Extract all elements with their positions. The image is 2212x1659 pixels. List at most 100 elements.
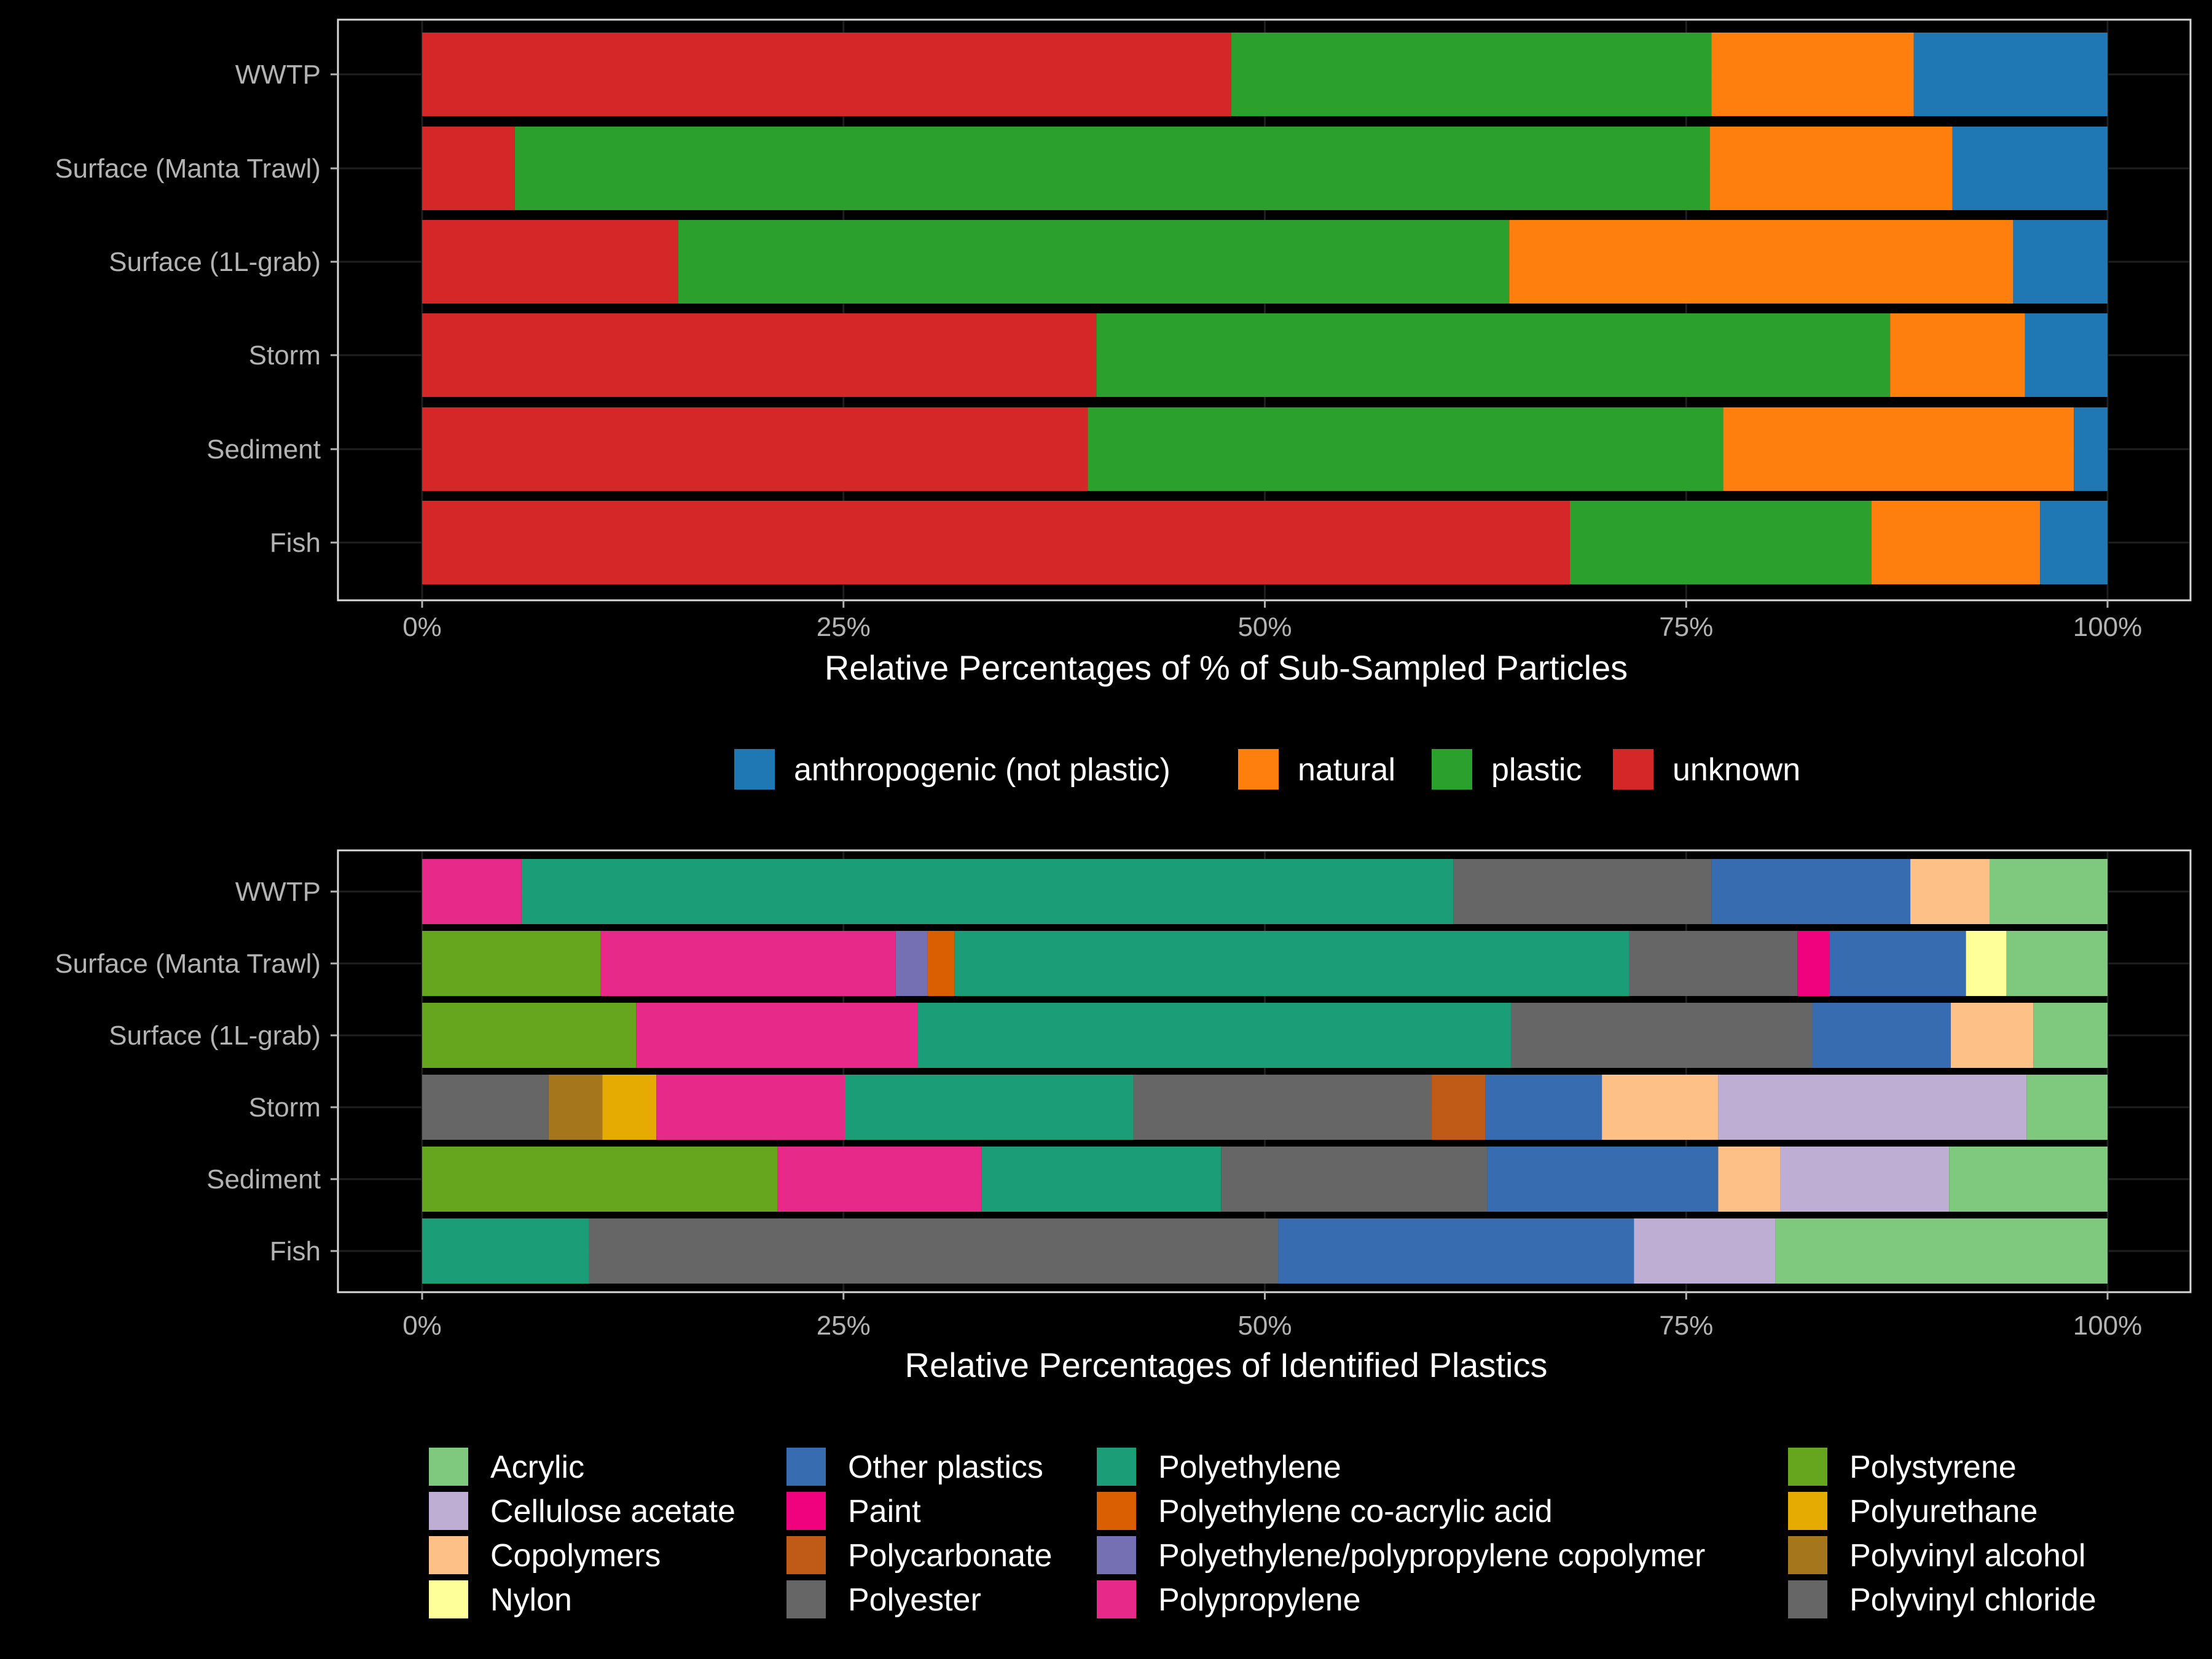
y-tick-label: Fish: [270, 528, 321, 558]
bar-natural-storm: [1890, 313, 2025, 397]
bar-polyester-surface-1l-grab: [1510, 1003, 1813, 1068]
bar-cellulose-acetate-storm: [1718, 1075, 2027, 1140]
bar-unknown-fish: [422, 501, 1570, 584]
bar-paint-surface-manta-trawl: [1797, 931, 1830, 996]
bar-other-plastics-surface-1l-grab: [1812, 1003, 1951, 1068]
legend-swatch-unknown: [1613, 749, 1653, 790]
bar-unknown-storm: [422, 313, 1097, 397]
legend-swatch-anthropogenic-not-plastic: [734, 749, 775, 790]
legend-label-acrylic: Acrylic: [490, 1449, 584, 1485]
bar-cellulose-acetate-fish: [1634, 1218, 1776, 1284]
legend-label-polyethylene-co-acrylic-acid: Polyethylene co-acrylic acid: [1158, 1494, 1553, 1529]
bar-nylon-surface-manta-trawl: [1966, 931, 2007, 996]
x-tick-label: 50%: [1237, 1311, 1292, 1341]
bar-polyethylene-co-acrylic-acid-surface-manta-trawl: [927, 931, 955, 996]
legend-swatch-polypropylene: [1097, 1580, 1136, 1618]
bar-anthropogenic-not-plastic-surface-manta-trawl: [1952, 127, 2108, 210]
bar-polystyrene-sediment: [422, 1147, 778, 1212]
bar-anthropogenic-not-plastic-wwtp: [1913, 33, 2108, 116]
legend-swatch-polyester: [786, 1580, 826, 1618]
x-tick-label: 25%: [817, 1311, 871, 1341]
legend-label-nylon: Nylon: [490, 1582, 572, 1618]
y-tick-label: WWTP: [235, 877, 321, 907]
legend: Acrylic Cellulose acetate Copolymers Nylon O…: [429, 1448, 2096, 1618]
y-tick-label: Storm: [249, 340, 321, 371]
bar-polyethylene-surface-manta-trawl: [954, 931, 1629, 996]
x-tick-label: 100%: [2073, 1311, 2143, 1341]
legend-swatch-polyethylene-co-acrylic-acid: [1097, 1492, 1136, 1530]
bar-polypropylene-surface-manta-trawl: [600, 931, 896, 996]
bar-polyurethane-storm: [602, 1075, 657, 1140]
bar-copolymers-surface-1l-grab: [1950, 1003, 2034, 1068]
legend-label-anthropogenic-not-plastic: anthropogenic (not plastic): [794, 752, 1171, 788]
legend-label-polypropylene: Polypropylene: [1158, 1582, 1361, 1618]
legend-label-polyethylene-polypropylene-copolymer: Polyethylene/polypropylene copolymer: [1158, 1538, 1705, 1574]
bar-plastic-fish: [1569, 501, 1872, 584]
bar-other-plastics-fish: [1278, 1218, 1634, 1284]
bar-polypropylene-wwtp: [422, 859, 522, 924]
bar-polystyrene-surface-1l-grab: [422, 1003, 637, 1068]
bar-polystyrene-surface-manta-trawl: [422, 931, 601, 996]
bar-copolymers-storm: [1602, 1075, 1719, 1140]
legend-swatch-polyurethane: [1788, 1492, 1827, 1530]
legend-label-unknown: unknown: [1673, 752, 1800, 788]
bar-other-plastics-sediment: [1487, 1147, 1719, 1212]
legend-swatch-paint: [786, 1492, 826, 1530]
bar-polypropylene-surface-1l-grab: [636, 1003, 918, 1068]
bar-copolymers-wwtp: [1910, 859, 1990, 924]
legend-label-polyurethane: Polyurethane: [1849, 1494, 2037, 1529]
legend: anthropogenic (not plastic) natural plasti…: [734, 749, 1800, 790]
bar-polypropylene-sediment: [777, 1147, 982, 1212]
x-tick-label: 100%: [2073, 612, 2143, 642]
bar-plastic-surface-1l-grab: [678, 220, 1510, 304]
bar-plastic-sediment: [1088, 407, 1724, 491]
legend-swatch-polyvinyl-chloride: [1788, 1580, 1827, 1618]
y-tick-label: Sediment: [206, 434, 321, 465]
legend-swatch-polycarbonate: [786, 1536, 826, 1574]
bar-natural-surface-manta-trawl: [1709, 127, 1953, 210]
bar-plastic-surface-manta-trawl: [514, 127, 1710, 210]
bar-polyester-surface-manta-trawl: [1628, 931, 1798, 996]
bar-polyester-storm: [1133, 1075, 1432, 1140]
x-axis-title: Relative Percentages of Identified Plast…: [905, 1346, 1548, 1384]
legend-label-paint: Paint: [848, 1494, 921, 1529]
bar-acrylic-fish: [1775, 1218, 2108, 1284]
legend-label-polyvinyl-alcohol: Polyvinyl alcohol: [1849, 1538, 2085, 1574]
legend-swatch-polyethylene-polypropylene-copolymer: [1097, 1536, 1136, 1574]
bar-copolymers-sediment: [1718, 1147, 1781, 1212]
legend-label-polyethylene: Polyethylene: [1158, 1449, 1341, 1485]
bar-polyethylene-surface-1l-grab: [917, 1003, 1511, 1068]
chart-panel-2: WWTP Surface (Manta Trawl) Surface (1L-gra…: [55, 849, 2192, 1618]
x-tick-label: 75%: [1659, 1311, 1713, 1341]
legend-swatch-nylon: [429, 1580, 468, 1618]
bar-natural-fish: [1871, 501, 2041, 584]
legend-swatch-other-plastics: [786, 1448, 826, 1486]
bar-polyester-fish: [589, 1218, 1279, 1284]
y-tick-label: WWTP: [235, 60, 321, 90]
x-tick-label: 50%: [1237, 612, 1292, 642]
bar-acrylic-surface-1l-grab: [2033, 1003, 2108, 1068]
legend-label-polyvinyl-chloride: Polyvinyl chloride: [1849, 1582, 2096, 1618]
bar-unknown-surface-1l-grab: [422, 220, 678, 304]
legend-swatch-polystyrene: [1788, 1448, 1827, 1486]
bar-other-plastics-storm: [1485, 1075, 1602, 1140]
x-tick-label: 0%: [402, 612, 442, 642]
bar-unknown-surface-manta-trawl: [422, 127, 515, 210]
bar-plastic-storm: [1096, 313, 1891, 397]
bar-polyester-sediment: [1221, 1147, 1488, 1212]
legend-swatch-plastic: [1432, 749, 1472, 790]
y-tick-label: Surface (Manta Trawl): [55, 154, 321, 184]
bar-acrylic-sediment: [1949, 1147, 2108, 1212]
bar-plastic-wwtp: [1231, 33, 1712, 116]
bar-unknown-wwtp: [422, 33, 1231, 116]
bar-other-plastics-surface-manta-trawl: [1829, 931, 1966, 996]
bar-anthropogenic-not-plastic-storm: [2025, 313, 2108, 397]
legend-label-polyester: Polyester: [848, 1582, 981, 1618]
legend-label-other-plastics: Other plastics: [848, 1449, 1043, 1485]
legend-swatch-acrylic: [429, 1448, 468, 1486]
legend-swatch-polyvinyl-alcohol: [1788, 1536, 1827, 1574]
y-tick-label: Sediment: [206, 1164, 321, 1194]
bar-polyethylene-fish: [422, 1218, 589, 1284]
bar-polyethylene-sediment: [981, 1147, 1222, 1212]
